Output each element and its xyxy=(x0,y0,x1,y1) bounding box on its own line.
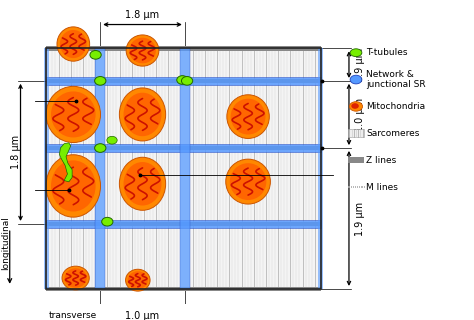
Ellipse shape xyxy=(351,103,359,109)
Ellipse shape xyxy=(64,268,87,288)
Ellipse shape xyxy=(129,38,156,63)
Bar xyxy=(46,222,321,226)
Ellipse shape xyxy=(350,75,362,84)
Ellipse shape xyxy=(126,35,159,66)
Bar xyxy=(46,48,321,289)
Text: transverse: transverse xyxy=(49,311,98,320)
Bar xyxy=(95,48,105,289)
Text: Network &
junctional SR: Network & junctional SR xyxy=(366,70,426,89)
Bar xyxy=(46,76,321,85)
Bar xyxy=(46,287,321,291)
Ellipse shape xyxy=(124,93,162,136)
Ellipse shape xyxy=(46,86,100,142)
Ellipse shape xyxy=(119,88,165,141)
Text: M lines: M lines xyxy=(366,182,398,192)
Bar xyxy=(348,157,364,163)
Bar xyxy=(46,79,321,83)
Ellipse shape xyxy=(57,27,90,61)
Text: Sarcomeres: Sarcomeres xyxy=(366,129,419,138)
Bar xyxy=(46,48,321,289)
Bar xyxy=(46,144,321,152)
Text: 1.8 μm: 1.8 μm xyxy=(11,135,21,169)
Ellipse shape xyxy=(126,269,150,291)
Text: 1.0 μm: 1.0 μm xyxy=(355,97,365,132)
Ellipse shape xyxy=(102,217,113,226)
Text: 1.9 μm: 1.9 μm xyxy=(355,201,365,236)
Ellipse shape xyxy=(230,163,266,200)
Bar xyxy=(180,48,190,289)
Ellipse shape xyxy=(95,76,106,85)
Ellipse shape xyxy=(90,51,101,59)
Ellipse shape xyxy=(119,157,165,210)
Bar xyxy=(46,46,321,51)
Text: 1.9 μm: 1.9 μm xyxy=(355,48,365,82)
Text: Z lines: Z lines xyxy=(366,156,397,165)
Text: Mitochondria: Mitochondria xyxy=(366,102,426,111)
Text: T-tubules: T-tubules xyxy=(366,48,408,57)
Ellipse shape xyxy=(46,155,100,217)
Bar xyxy=(46,220,321,228)
Bar xyxy=(348,129,364,137)
Bar xyxy=(46,146,321,150)
Ellipse shape xyxy=(182,76,193,85)
Ellipse shape xyxy=(350,49,362,57)
Ellipse shape xyxy=(231,99,265,134)
Ellipse shape xyxy=(107,136,117,144)
Text: 1.0 μm: 1.0 μm xyxy=(126,310,160,320)
Text: longitudinal: longitudinal xyxy=(1,216,10,270)
Ellipse shape xyxy=(227,95,269,139)
Polygon shape xyxy=(59,143,72,182)
Ellipse shape xyxy=(124,162,162,205)
Ellipse shape xyxy=(128,271,148,289)
Ellipse shape xyxy=(62,266,89,290)
Bar xyxy=(44,48,49,289)
Ellipse shape xyxy=(95,144,106,152)
Ellipse shape xyxy=(349,102,363,111)
Text: 1.8 μm: 1.8 μm xyxy=(126,10,160,20)
Ellipse shape xyxy=(226,159,270,204)
Bar xyxy=(318,48,323,289)
Ellipse shape xyxy=(51,92,96,138)
Ellipse shape xyxy=(60,30,87,58)
Ellipse shape xyxy=(177,76,188,84)
Ellipse shape xyxy=(51,160,96,212)
